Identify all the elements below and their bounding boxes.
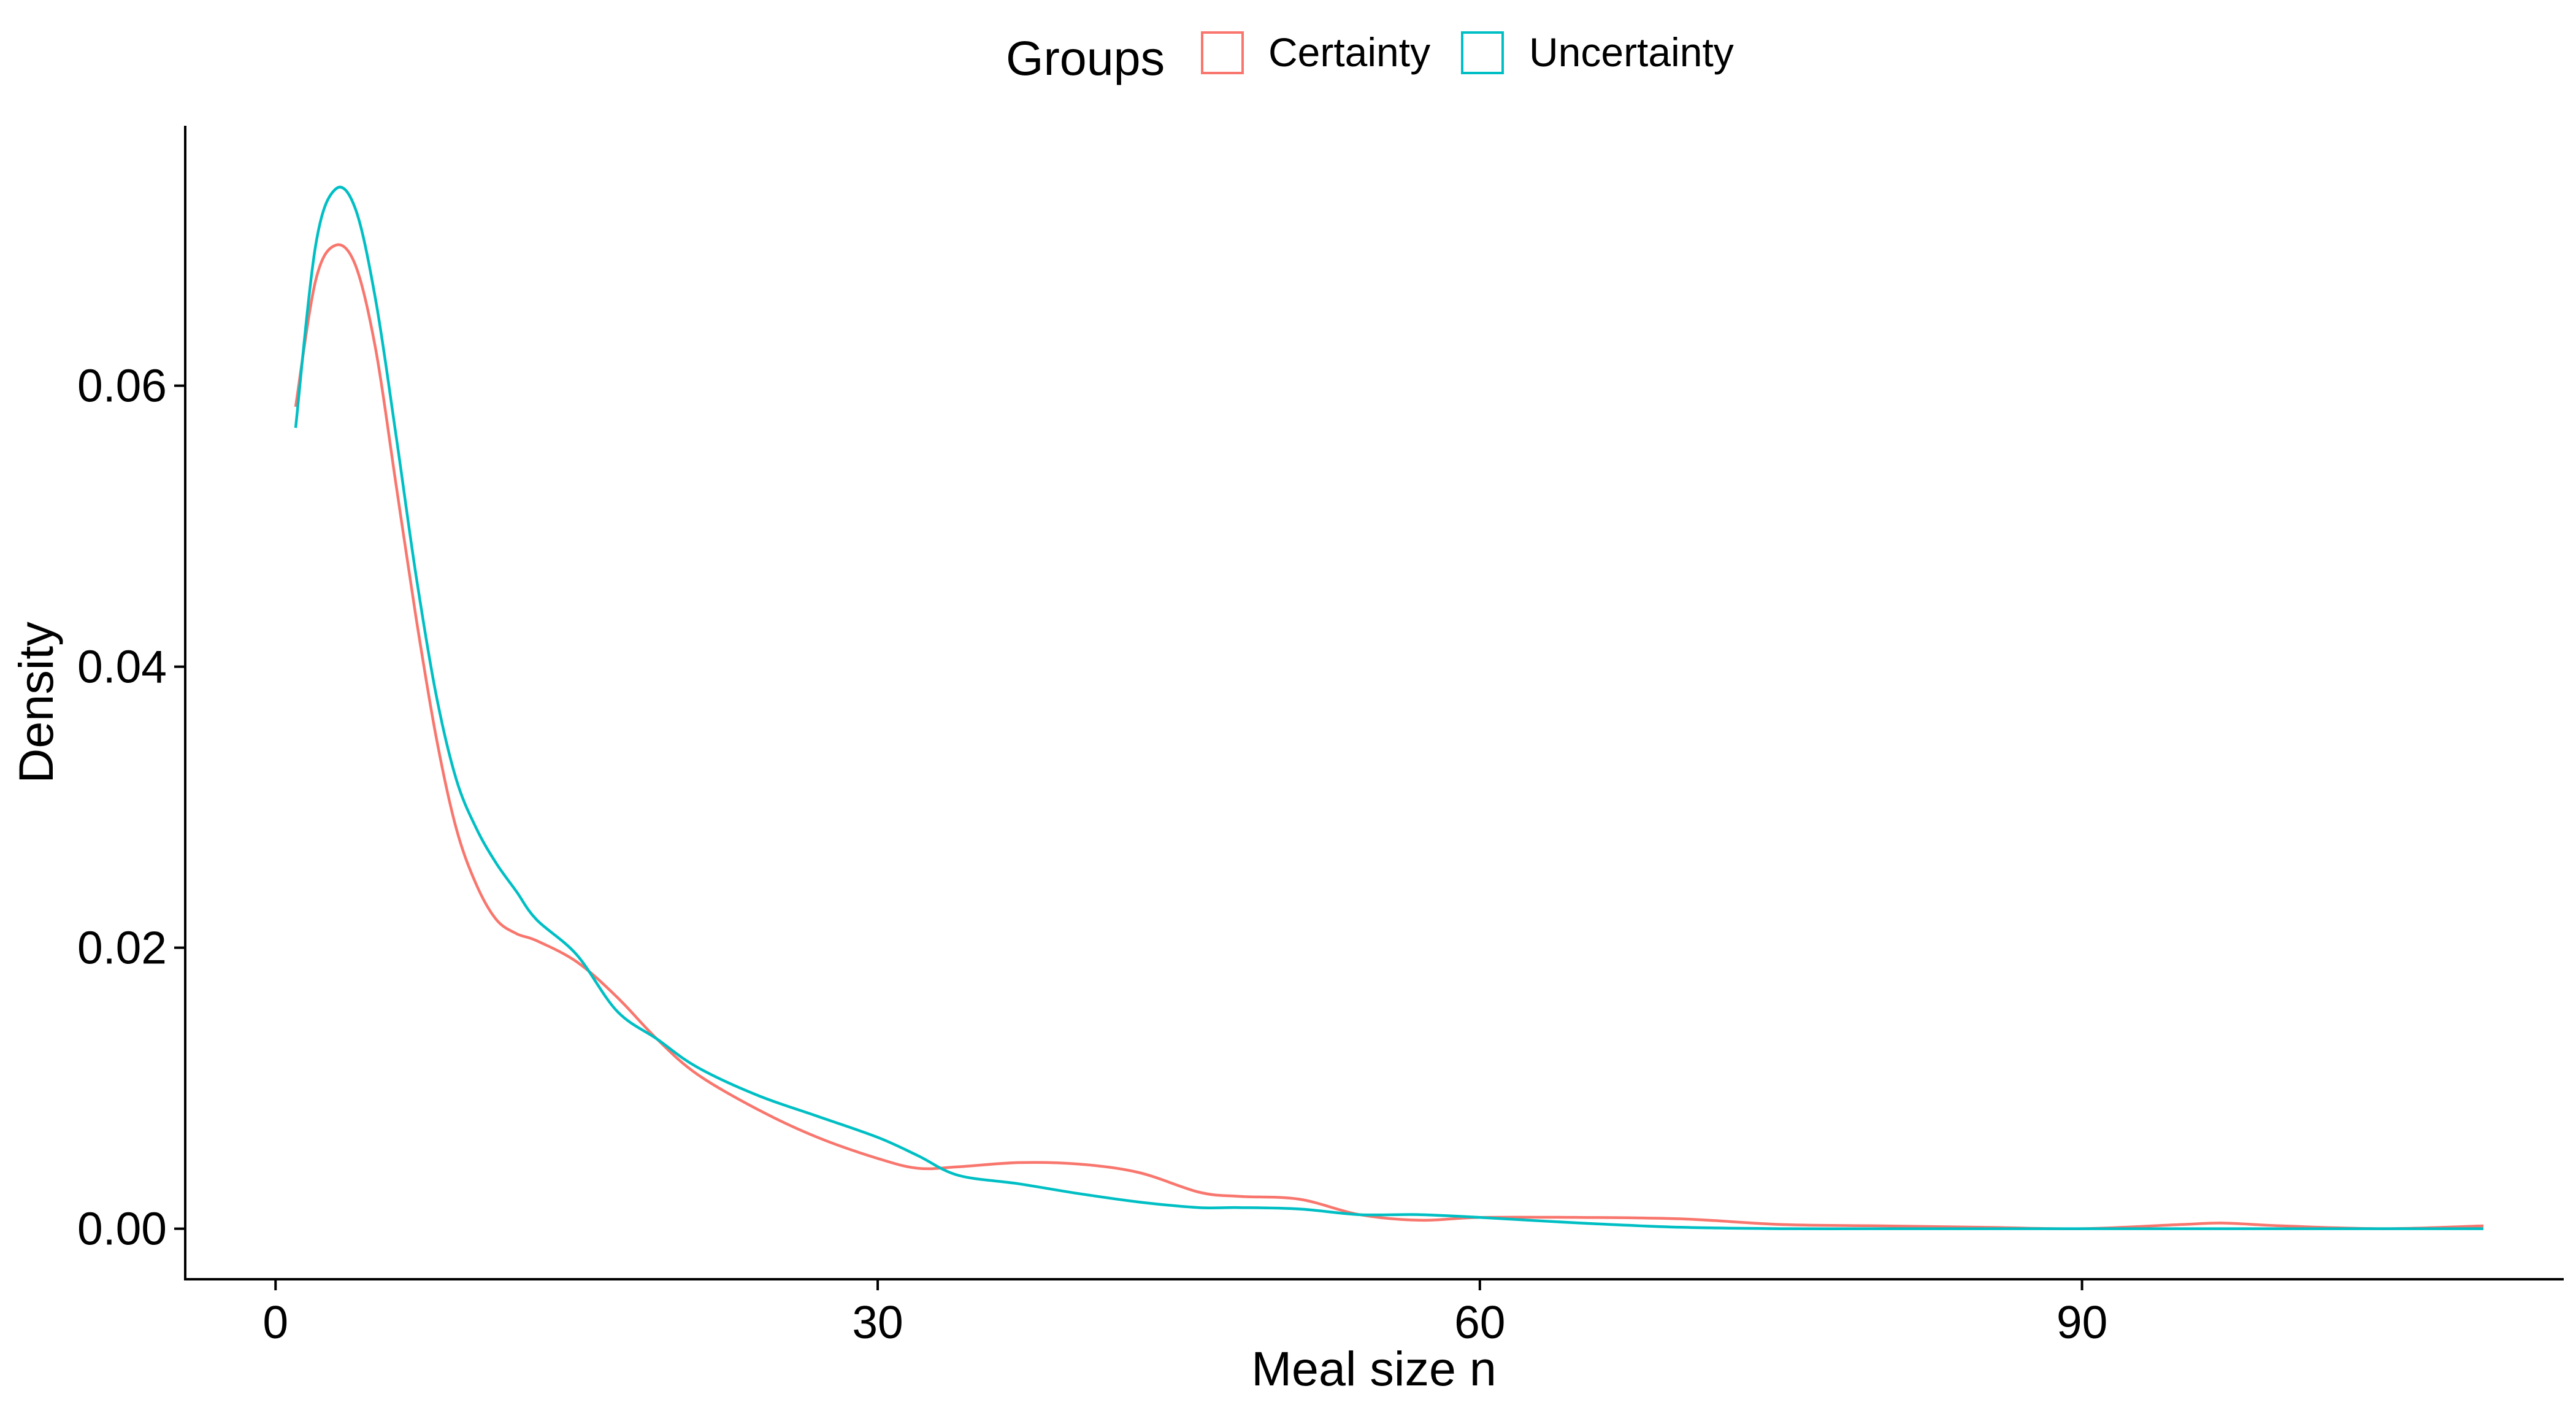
legend: Groups Certainty Uncertainty [1006, 29, 1734, 85]
y-axis-title: Density [9, 622, 63, 784]
y-tick-label: 0.06 [77, 360, 167, 412]
x-tick-label: 90 [2057, 1296, 2107, 1348]
legend-key-uncertainty [1461, 31, 1504, 74]
x-axis-ticks: 0 30 60 90 [263, 1279, 2107, 1348]
y-axis-ticks: 0.00 0.02 0.04 0.06 [77, 360, 185, 1255]
y-tick-label: 0.02 [77, 922, 167, 974]
series-layer [294, 185, 2484, 1230]
legend-title: Groups [1006, 31, 1165, 85]
y-tick-label: 0.04 [77, 641, 167, 693]
legend-key-certainty [1201, 31, 1244, 74]
x-tick-label: 30 [852, 1296, 903, 1348]
series-line-certainty [294, 243, 2484, 1230]
x-tick-label: 60 [1454, 1296, 1505, 1348]
x-tick-label: 0 [263, 1296, 288, 1348]
y-tick-label: 0.00 [77, 1203, 167, 1255]
legend-label-uncertainty: Uncertainty [1529, 29, 1734, 75]
legend-label-certainty: Certainty [1268, 29, 1430, 75]
series-line-uncertainty [294, 185, 2484, 1230]
x-axis-title: Meal size n [1251, 1341, 1497, 1396]
